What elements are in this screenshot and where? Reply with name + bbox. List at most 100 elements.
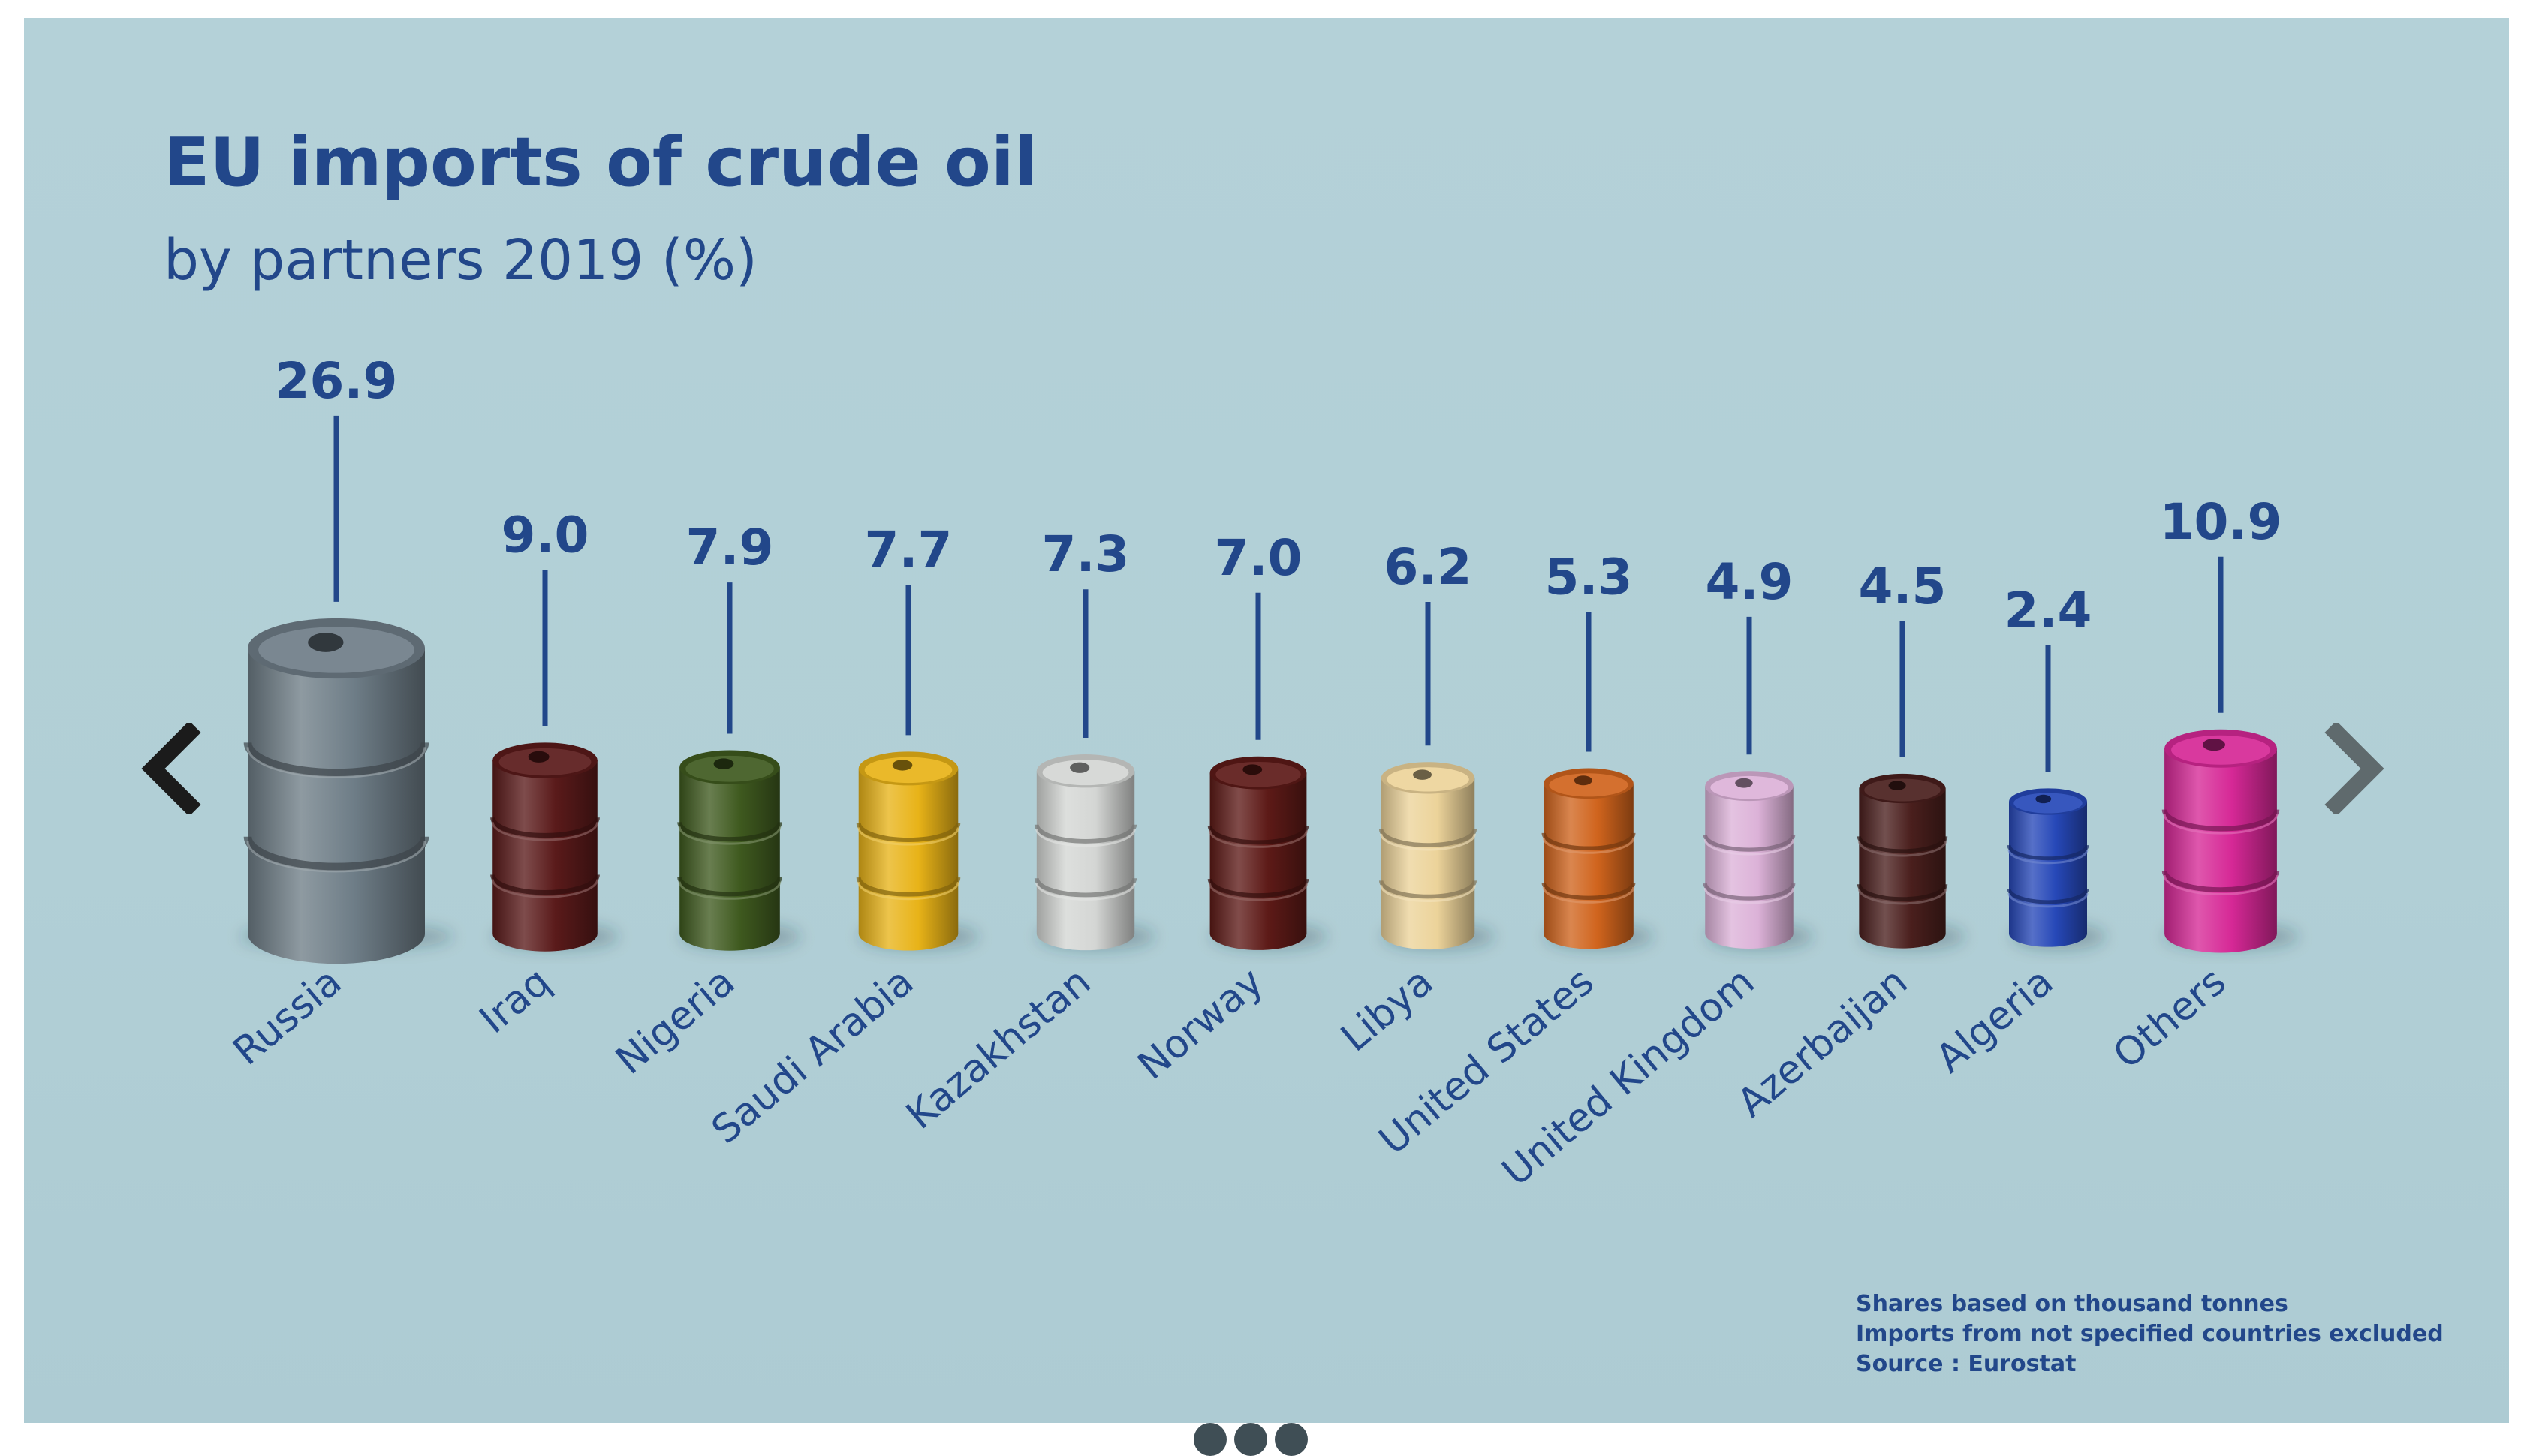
barrel-rib-highlight	[2007, 849, 2089, 865]
barrel-rib	[1378, 880, 1477, 899]
barrel-body	[2009, 802, 2087, 947]
barrel-rib-highlight	[1380, 833, 1476, 851]
barrel-rib-highlight	[857, 882, 959, 901]
barrel-rib-highlight	[678, 881, 782, 900]
value-label: 7.0	[1215, 529, 1303, 587]
barrel-rib	[490, 817, 600, 838]
barrel-body	[1036, 771, 1135, 951]
barrel-lid	[1215, 761, 1301, 787]
barrel-body	[858, 768, 959, 951]
barrel-rib	[2007, 844, 2089, 861]
barrel-rib	[490, 874, 600, 895]
category-label: Others	[2105, 959, 2234, 1078]
footnote-excluded: Imports from not specified countries exc…	[1856, 1321, 2444, 1347]
barrel-rib-highlight	[678, 826, 782, 845]
barrel-bung	[2203, 738, 2225, 751]
barrel-lid	[1710, 775, 1788, 799]
barrel-mark: 26.9 Russia	[225, 352, 453, 1074]
barrel-rib	[1703, 834, 1796, 852]
category-label: Russia	[225, 959, 351, 1074]
barrel-body	[1859, 788, 1946, 949]
category-label: Azerbaijan	[1729, 959, 1916, 1127]
barrel-rib-highlight	[857, 827, 959, 846]
barrel-rib	[243, 836, 429, 871]
barrel-rib	[856, 823, 961, 842]
barrel-rib-highlight	[1703, 838, 1795, 856]
next-slide-button[interactable]	[2321, 723, 2389, 814]
previous-slide-button[interactable]	[137, 723, 204, 814]
value-label: 5.3	[1545, 549, 1633, 606]
chevron-left-icon	[141, 723, 201, 814]
barrel-rib	[1857, 836, 1948, 853]
category-label: Libya	[1333, 959, 1441, 1060]
category-label: Nigeria	[607, 959, 743, 1084]
barrel-bung	[1070, 762, 1090, 773]
barrel-rib	[2161, 870, 2280, 892]
barrel-rib	[2161, 809, 2280, 832]
barrel-body	[1381, 778, 1475, 950]
barrel-rib-highlight	[1380, 885, 1476, 903]
barrel-rib	[1207, 825, 1309, 845]
value-label: 6.2	[1384, 538, 1472, 596]
barrel-rib-highlight	[1703, 887, 1795, 904]
barrel-rib-highlight	[491, 822, 599, 841]
barrel-rib	[1703, 883, 1796, 901]
barrel-rib-highlight	[1857, 889, 1947, 905]
value-label: 9.0	[501, 506, 589, 564]
barrel-rib	[856, 877, 961, 897]
barrel-rib-highlight	[1542, 886, 1635, 904]
infographic-slide: EU imports of crude oil by partners 2019…	[24, 18, 2509, 1423]
barrel-lid	[498, 748, 592, 776]
barrel-rib-highlight	[2007, 892, 2089, 908]
barrel-mark: 7.0 Norway	[1130, 529, 1327, 1089]
barrel-mark: 2.4 Algeria	[1928, 582, 2106, 1081]
barrel-body	[1705, 786, 1794, 949]
barrel-rib	[677, 822, 782, 842]
barrel-bung	[1413, 769, 1432, 780]
barrel-rib	[1378, 829, 1477, 847]
barrel-lid	[1042, 760, 1129, 786]
barrel-rib	[1541, 832, 1636, 850]
chart-subtitle: by partners 2019 (%)	[164, 228, 758, 293]
barrel-rib-highlight	[491, 879, 599, 898]
barrel-rib	[1857, 883, 1948, 901]
barrel-rib-highlight	[1209, 883, 1308, 901]
barrel-rib-highlight	[246, 747, 426, 778]
barrel-lid	[1864, 778, 1941, 802]
barrel-bung	[1242, 764, 1263, 775]
barrel-rib-highlight	[246, 841, 426, 873]
value-label: 4.5	[1859, 558, 1947, 615]
barrel-rib-highlight	[1209, 830, 1308, 848]
barrel-bung	[892, 760, 913, 771]
barrel-lid	[685, 755, 774, 782]
barrel-mark: 10.9 Others	[2105, 493, 2299, 1078]
barrel-rib	[1034, 824, 1137, 844]
footnote-shares: Shares based on thousand tonnes	[1856, 1291, 2288, 1317]
pagination-dot-3[interactable]	[1275, 1423, 1308, 1456]
barrel-rib-highlight	[1857, 841, 1947, 857]
barrel-body	[679, 767, 780, 951]
chart-footnotes: Shares based on thousand tonnes Imports …	[1856, 1289, 2444, 1379]
pagination-dot-2[interactable]	[1234, 1423, 1267, 1456]
pagination-dot-1[interactable]	[1194, 1423, 1227, 1456]
barrel-bung	[1888, 781, 1906, 790]
barrel-rib-highlight	[1035, 829, 1136, 847]
barrel-rib	[2007, 888, 2089, 904]
barrel-bung	[1735, 778, 1753, 788]
barrel-body	[2164, 748, 2277, 953]
barrel-rib-highlight	[2163, 874, 2279, 896]
pagination-dots	[1194, 1423, 1308, 1456]
barrel-body	[1209, 772, 1307, 950]
barrel-rib-highlight	[2163, 814, 2279, 835]
barrel-bung	[308, 633, 344, 652]
barrel-lid	[864, 757, 953, 784]
barrel-rib	[1541, 882, 1636, 900]
barrel-rib-highlight	[1542, 837, 1635, 854]
barrel-bung	[528, 751, 550, 763]
barrel-mark: 9.0 Iraq	[471, 506, 619, 1042]
value-label: 7.7	[865, 521, 953, 579]
barrel-mark: 7.9 Nigeria	[607, 519, 801, 1084]
barrel-rib	[677, 877, 782, 897]
barrel-lid	[2171, 735, 2270, 765]
